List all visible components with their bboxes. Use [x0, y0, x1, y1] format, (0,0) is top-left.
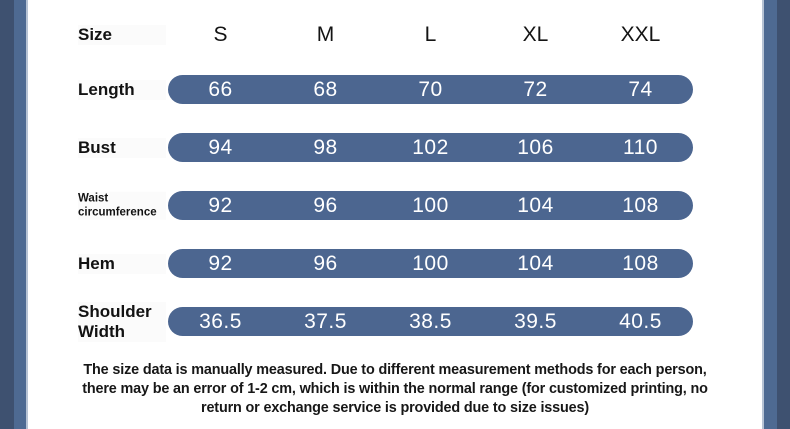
size-column-header: S — [213, 22, 228, 46]
row-values-pill: 66 68 70 72 74 — [168, 75, 693, 104]
size-value: 40.5 — [619, 309, 662, 333]
size-value: 96 — [313, 193, 338, 217]
row-values-pill: 36.5 37.5 38.5 39.5 40.5 — [168, 307, 693, 336]
size-column-header: XL — [522, 22, 549, 46]
size-value: 74 — [628, 77, 653, 101]
table-row: Length 66 68 70 72 74 — [0, 75, 790, 104]
measurement-note: The size data is manually measured. Due … — [82, 362, 708, 417]
size-header-label: Size — [78, 24, 166, 46]
size-value: 100 — [412, 251, 449, 275]
row-values-pill: 92 96 100 104 108 — [168, 249, 693, 278]
row-label: Waist circumference — [78, 191, 166, 220]
row-label: Bust — [78, 137, 166, 158]
size-value: 98 — [313, 135, 338, 159]
size-column-header: M — [316, 22, 335, 46]
row-values-pill: 92 96 100 104 108 — [168, 191, 693, 220]
row-label: Length — [78, 79, 166, 100]
row-label: Shoulder Width — [78, 301, 166, 342]
size-value: 108 — [622, 251, 659, 275]
row-label: Hem — [78, 253, 166, 274]
size-column-header: L — [424, 22, 437, 46]
size-value: 110 — [623, 135, 658, 159]
size-value: 37.5 — [304, 309, 347, 333]
size-value: 68 — [313, 77, 338, 101]
size-value: 104 — [517, 251, 554, 275]
size-value: 36.5 — [199, 309, 242, 333]
size-header-row: Size S M L XL XXL — [0, 20, 790, 50]
size-value: 96 — [313, 251, 338, 275]
size-value: 102 — [412, 135, 449, 159]
row-values-pill: 94 98 102 106 110 — [168, 133, 693, 162]
size-value: 92 — [208, 251, 233, 275]
size-value: 39.5 — [514, 309, 557, 333]
size-column-header: XXL — [620, 22, 661, 46]
size-value: 92 — [208, 193, 233, 217]
table-row: Bust 94 98 102 106 110 — [0, 133, 790, 162]
size-value: 104 — [517, 193, 554, 217]
table-row: Waist circumference 92 96 100 104 108 — [0, 191, 790, 220]
left-border-decoration — [0, 0, 28, 429]
size-value: 66 — [208, 77, 233, 101]
size-value: 100 — [412, 193, 449, 217]
size-value: 38.5 — [409, 309, 452, 333]
size-column-headers: S M L XL XXL — [168, 20, 693, 49]
size-value: 94 — [208, 135, 233, 159]
size-value: 108 — [622, 193, 659, 217]
right-border-decoration — [762, 0, 790, 429]
size-value: 72 — [523, 77, 548, 101]
size-value: 70 — [418, 77, 443, 101]
table-row: Hem 92 96 100 104 108 — [0, 249, 790, 278]
table-row: Shoulder Width 36.5 37.5 38.5 39.5 40.5 — [0, 301, 790, 342]
size-value: 106 — [517, 135, 554, 159]
